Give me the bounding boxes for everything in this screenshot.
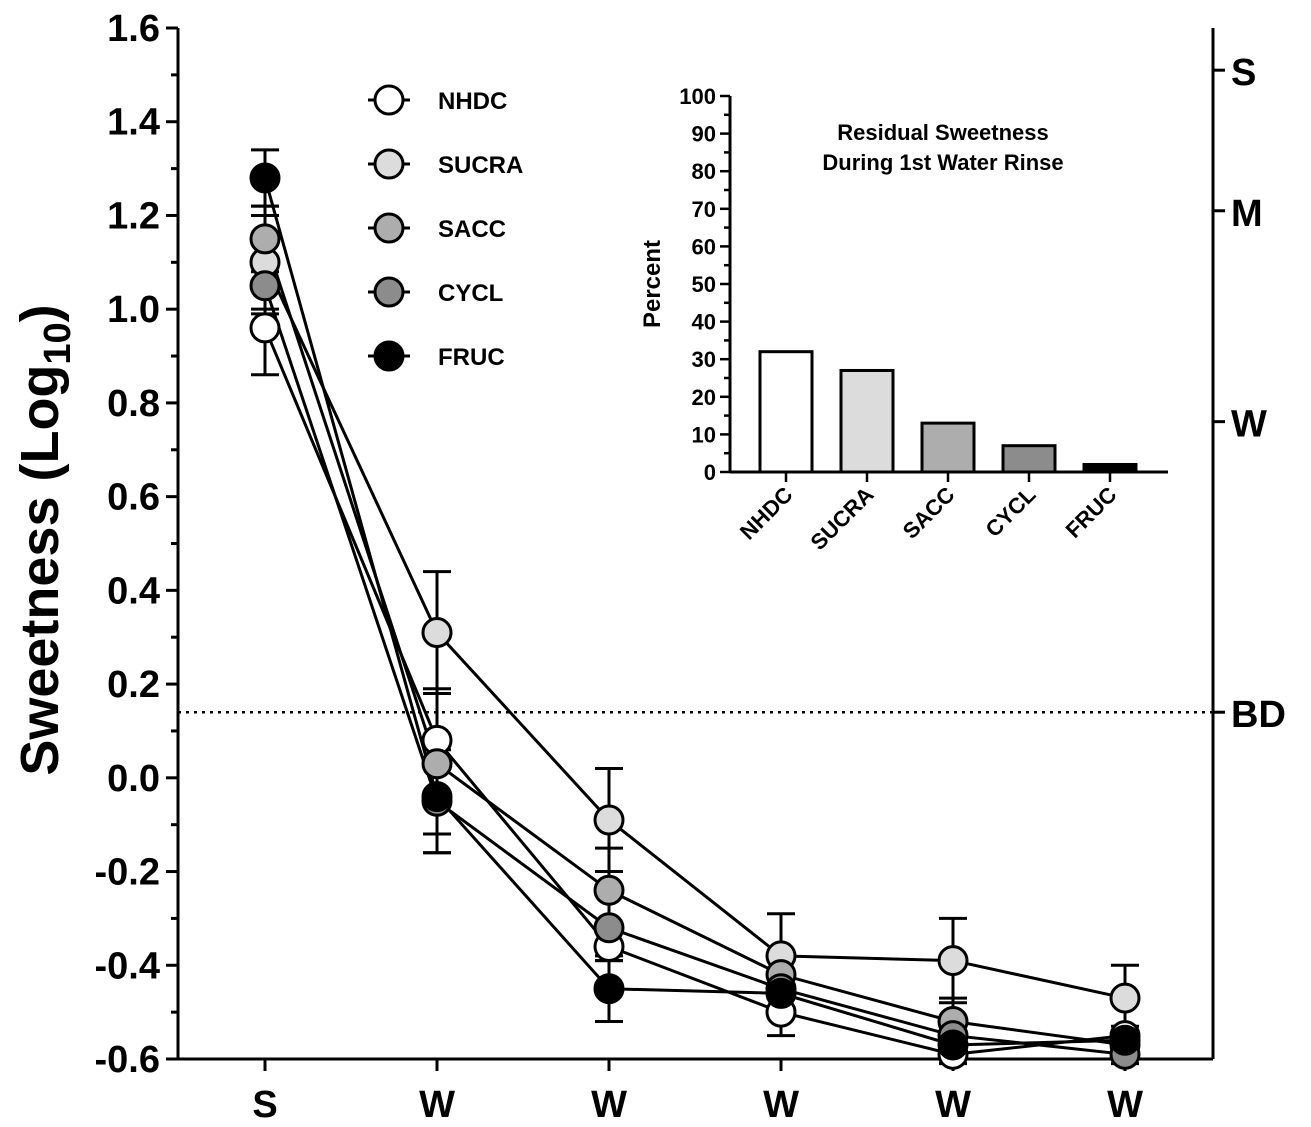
series-line [263,261,1126,1000]
inset-y-tick-label: 90 [692,122,716,147]
data-point [593,804,625,836]
series-line [263,238,1126,1047]
inset-y-tick-label: 70 [692,197,716,222]
legend-marker [373,340,405,372]
data-point [593,973,625,1005]
data-point [249,312,281,344]
y-tick-label: 0.2 [107,664,160,706]
inset-y-tick-label: 60 [692,234,716,259]
inset-bar [1001,444,1057,474]
data-point [249,223,281,255]
legend-label: NHDC [438,88,507,115]
inset-subtitle: During 1st Water Rinse [822,150,1063,175]
legend-label: SUCRA [438,152,523,179]
x-tick-label: W [419,1084,455,1126]
x-tick-label: W [1107,1084,1143,1126]
data-point [421,617,453,649]
legend-label: FRUC [438,344,505,371]
data-point [937,1029,969,1061]
y-tick-label: 1.4 [107,102,160,144]
x-tick-label: W [591,1084,627,1126]
series-sucra [251,213,1139,1033]
data-point [1109,1024,1141,1056]
right-axis-label: M [1231,193,1263,235]
x-tick-label: W [763,1084,799,1126]
y-tick-label: 0.0 [107,758,160,800]
inset-y-tick-label: 20 [692,385,716,410]
inset-bar-chart: 0 10 20 30 40 50 60 70 80 90 100 Residual Sweetness… [639,84,1168,555]
inset-x-tick-label: NHDC [735,482,798,545]
data-point [593,912,625,944]
inset-y-tick-label: 0 [704,460,716,485]
y-tick-label: -0.6 [95,1039,160,1081]
inset-bar [758,350,814,474]
inset-y-tick-label: 40 [692,310,716,335]
data-point [1109,982,1141,1014]
x-tick-label: S [252,1084,277,1126]
legend-label: SACC [438,216,506,243]
data-point [593,874,625,906]
inset-bar [1082,462,1138,474]
y-tick-label: 1.0 [107,289,160,331]
inset-x-tick-label: FRUC [1061,482,1122,543]
inset-bar [839,368,895,474]
data-point [249,270,281,302]
inset-x-tick-label: SACC [898,482,960,544]
legend: NHDC SUCRA SACC CYCL FRUC [368,84,523,372]
data-point [937,945,969,977]
right-axis-label: S [1231,52,1256,94]
inset-title: Residual Sweetness [837,120,1049,145]
inset-y-tick-label: 30 [692,347,716,372]
inset-x-tick-label: CYCL [981,482,1041,542]
inset-y-tick-label: 50 [692,272,716,297]
data-point [421,781,453,813]
y-tick-label: 0.6 [107,477,160,519]
inset-y-tick-label: 80 [692,159,716,184]
x-tick-label: W [935,1084,971,1126]
y-tick-label: 0.4 [107,570,160,612]
series-cycl [251,256,1139,1066]
legend-marker [373,212,405,244]
series-line [263,285,1126,1056]
y-tick-label: -0.2 [95,852,160,894]
data-point [249,162,281,194]
y-tick-label: 0.8 [107,383,160,425]
y-tick-label: 1.2 [107,195,160,237]
data-point [765,977,797,1009]
inset-bar [920,421,976,474]
inset-y-tick-label: 100 [679,84,716,109]
series-line [263,177,1126,1047]
legend-label: CYCL [438,280,503,307]
right-axis-label: BD [1231,694,1286,736]
legend-marker [373,148,405,180]
markers-fruc [249,162,1141,1061]
right-axis-label: W [1231,404,1267,446]
legend-marker [373,276,405,308]
y-tick-label: -0.4 [95,945,160,987]
data-point [421,748,453,780]
legend-marker [373,84,405,116]
inset-x-tick-label: SUCRA [806,482,879,555]
y-tick-label: 1.6 [107,8,160,50]
main-axes: 1.6 1.4 1.2 1.0 0.8 0.6 0.4 0.2 0.0 -0.2 -0.4 -0.6 S… [95,8,1286,1126]
inset-y-axis-label: Percent [639,240,666,328]
y-axis-label: Sweetness (Log10) [10,304,79,775]
main-series-group [249,148,1141,1070]
inset-y-tick-label: 10 [692,422,716,447]
